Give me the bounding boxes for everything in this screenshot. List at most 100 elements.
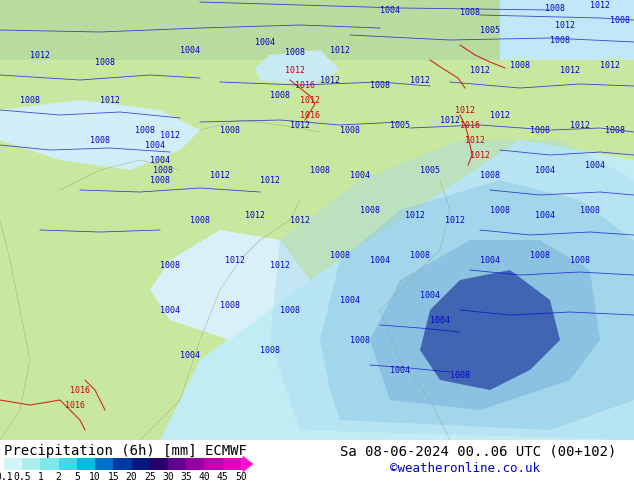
Polygon shape: [320, 180, 634, 430]
Text: 1012: 1012: [290, 121, 310, 129]
Text: 1012: 1012: [405, 211, 425, 220]
Text: 35: 35: [180, 472, 192, 482]
Bar: [186, 458, 204, 470]
Text: 1012: 1012: [570, 121, 590, 129]
Text: 1008: 1008: [285, 48, 305, 56]
Text: 1004: 1004: [350, 171, 370, 179]
Text: 1008: 1008: [220, 125, 240, 135]
Text: 1008: 1008: [530, 250, 550, 260]
Text: 1008: 1008: [610, 16, 630, 24]
Text: 1016: 1016: [70, 386, 90, 394]
Text: 45: 45: [217, 472, 228, 482]
Text: 1008: 1008: [410, 250, 430, 260]
Text: 1004: 1004: [180, 350, 200, 360]
Bar: [131, 458, 150, 470]
Text: 1004: 1004: [390, 366, 410, 374]
Text: 1004: 1004: [340, 295, 360, 304]
Text: 30: 30: [162, 472, 174, 482]
Text: 1012: 1012: [245, 211, 265, 220]
Polygon shape: [160, 140, 634, 440]
Text: 1008: 1008: [270, 91, 290, 99]
Text: 1008: 1008: [90, 136, 110, 145]
Text: 1008: 1008: [460, 7, 480, 17]
Text: 1004: 1004: [430, 316, 450, 324]
Text: 1004: 1004: [535, 166, 555, 174]
Text: 1004: 1004: [370, 255, 390, 265]
Text: 1008: 1008: [260, 345, 280, 355]
Text: 1012: 1012: [470, 66, 490, 74]
Text: 25: 25: [144, 472, 155, 482]
Text: 1008: 1008: [220, 300, 240, 310]
Text: 1012: 1012: [410, 75, 430, 84]
Text: 5: 5: [74, 472, 80, 482]
Text: 1004: 1004: [585, 161, 605, 170]
Text: 10: 10: [89, 472, 101, 482]
Text: 1012: 1012: [440, 116, 460, 124]
Bar: [4, 458, 22, 470]
Text: 1012: 1012: [290, 216, 310, 224]
Text: 2: 2: [56, 472, 61, 482]
Text: 1008: 1008: [135, 125, 155, 135]
Text: 1008: 1008: [550, 35, 570, 45]
Text: 1008: 1008: [530, 125, 550, 135]
Text: 1008: 1008: [580, 205, 600, 215]
Text: 1008: 1008: [480, 171, 500, 179]
Text: 1008: 1008: [340, 125, 360, 135]
Text: 1: 1: [37, 472, 43, 482]
Text: 1005: 1005: [390, 121, 410, 129]
Text: 1008: 1008: [150, 175, 170, 185]
Text: Sa 08-06-2024 00..06 UTC (00+102): Sa 08-06-2024 00..06 UTC (00+102): [340, 444, 616, 458]
Bar: [77, 458, 95, 470]
Text: 1005: 1005: [420, 166, 440, 174]
Text: 1008: 1008: [605, 125, 625, 135]
Bar: [113, 458, 131, 470]
Text: 1008: 1008: [20, 96, 40, 104]
Text: 1012: 1012: [260, 175, 280, 185]
Text: 0.1: 0.1: [0, 472, 13, 482]
Text: 1016: 1016: [65, 400, 85, 410]
Text: 1012: 1012: [455, 105, 475, 115]
Text: 1008: 1008: [190, 216, 210, 224]
Text: 1012: 1012: [470, 150, 490, 160]
Polygon shape: [370, 240, 600, 410]
Text: 1008: 1008: [545, 3, 565, 13]
Text: 1004: 1004: [480, 255, 500, 265]
Polygon shape: [420, 270, 560, 390]
Text: 40: 40: [198, 472, 210, 482]
Text: 1008: 1008: [490, 205, 510, 215]
Bar: [95, 458, 113, 470]
Text: 1008: 1008: [370, 80, 390, 90]
Text: 1012: 1012: [555, 21, 575, 29]
Text: 1012: 1012: [560, 66, 580, 74]
Polygon shape: [255, 50, 340, 85]
Bar: [22, 458, 41, 470]
Text: 1004: 1004: [160, 305, 180, 315]
Text: 1004: 1004: [420, 291, 440, 299]
Text: 1012: 1012: [270, 261, 290, 270]
Text: 1004: 1004: [145, 141, 165, 149]
Text: 1004: 1004: [255, 38, 275, 47]
Polygon shape: [270, 140, 634, 440]
Polygon shape: [0, 0, 634, 60]
Text: 1012: 1012: [30, 50, 50, 59]
Text: 1012: 1012: [160, 130, 180, 140]
Bar: [204, 458, 223, 470]
Polygon shape: [150, 230, 310, 340]
Polygon shape: [500, 0, 634, 60]
Text: 1008: 1008: [95, 57, 115, 67]
Text: 1012: 1012: [600, 60, 620, 70]
FancyArrow shape: [241, 456, 254, 472]
Text: 1012: 1012: [330, 46, 350, 54]
Text: 1004: 1004: [150, 155, 170, 165]
Text: 0.5: 0.5: [13, 472, 31, 482]
Text: 20: 20: [126, 472, 138, 482]
Text: 1004: 1004: [180, 46, 200, 54]
Text: 1012: 1012: [225, 255, 245, 265]
Text: 1004: 1004: [380, 5, 400, 15]
Text: 1008: 1008: [153, 166, 173, 174]
Text: 1012: 1012: [285, 66, 305, 74]
Text: 1012: 1012: [100, 96, 120, 104]
Text: 1012: 1012: [210, 171, 230, 179]
Text: 1005: 1005: [480, 25, 500, 34]
Text: 1008: 1008: [450, 370, 470, 380]
